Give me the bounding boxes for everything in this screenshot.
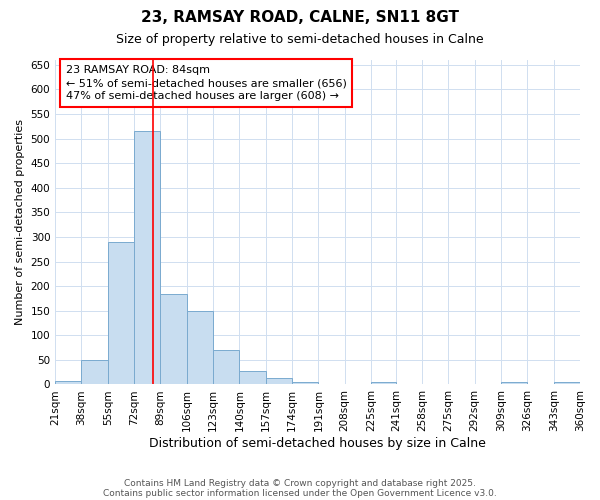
Bar: [554, 382, 580, 384]
Text: 23 RAMSAY ROAD: 84sqm
← 51% of semi-detached houses are smaller (656)
47% of sem: 23 RAMSAY ROAD: 84sqm ← 51% of semi-deta…: [65, 65, 347, 102]
Bar: [82, 360, 108, 384]
Bar: [292, 382, 319, 384]
Text: 23, RAMSAY ROAD, CALNE, SN11 8GT: 23, RAMSAY ROAD, CALNE, SN11 8GT: [141, 10, 459, 25]
Bar: [160, 294, 187, 384]
Bar: [239, 370, 266, 384]
Bar: [55, 381, 82, 384]
Bar: [134, 132, 160, 384]
Bar: [266, 378, 292, 384]
X-axis label: Distribution of semi-detached houses by size in Calne: Distribution of semi-detached houses by …: [149, 437, 486, 450]
Text: Contains HM Land Registry data © Crown copyright and database right 2025.: Contains HM Land Registry data © Crown c…: [124, 478, 476, 488]
Bar: [187, 310, 213, 384]
Bar: [108, 242, 134, 384]
Y-axis label: Number of semi-detached properties: Number of semi-detached properties: [15, 119, 25, 325]
Text: Size of property relative to semi-detached houses in Calne: Size of property relative to semi-detach…: [116, 32, 484, 46]
Bar: [213, 350, 239, 384]
Bar: [371, 382, 396, 384]
Text: Contains public sector information licensed under the Open Government Licence v3: Contains public sector information licen…: [103, 488, 497, 498]
Bar: [501, 382, 527, 384]
